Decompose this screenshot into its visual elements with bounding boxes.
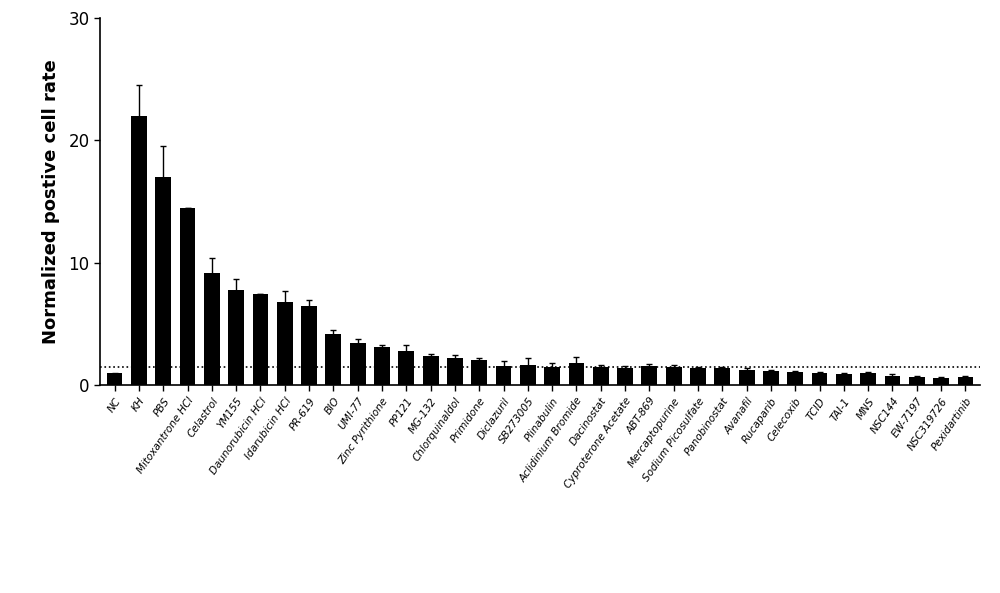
- Bar: [812, 373, 827, 385]
- Bar: [447, 359, 463, 385]
- Bar: [958, 377, 973, 385]
- Bar: [617, 368, 633, 385]
- Bar: [350, 343, 366, 385]
- Bar: [520, 365, 536, 385]
- Bar: [836, 374, 852, 385]
- Bar: [398, 351, 414, 385]
- Bar: [155, 177, 171, 385]
- Bar: [496, 366, 511, 385]
- Bar: [909, 377, 925, 385]
- Bar: [374, 347, 390, 385]
- Bar: [885, 375, 900, 385]
- Bar: [253, 294, 268, 385]
- Bar: [325, 334, 341, 385]
- Y-axis label: Normalized postive cell rate: Normalized postive cell rate: [42, 59, 60, 344]
- Bar: [569, 364, 584, 385]
- Bar: [107, 373, 122, 385]
- Bar: [860, 373, 876, 385]
- Bar: [763, 371, 779, 385]
- Bar: [787, 372, 803, 385]
- Bar: [204, 273, 220, 385]
- Bar: [544, 367, 560, 385]
- Bar: [301, 306, 317, 385]
- Bar: [641, 366, 657, 385]
- Bar: [593, 367, 609, 385]
- Bar: [131, 116, 147, 385]
- Bar: [739, 369, 755, 385]
- Bar: [180, 208, 195, 385]
- Bar: [933, 378, 949, 385]
- Bar: [666, 367, 682, 385]
- Bar: [471, 360, 487, 385]
- Bar: [714, 368, 730, 385]
- Bar: [690, 368, 706, 385]
- Bar: [423, 356, 439, 385]
- Bar: [228, 290, 244, 385]
- Bar: [277, 302, 293, 385]
